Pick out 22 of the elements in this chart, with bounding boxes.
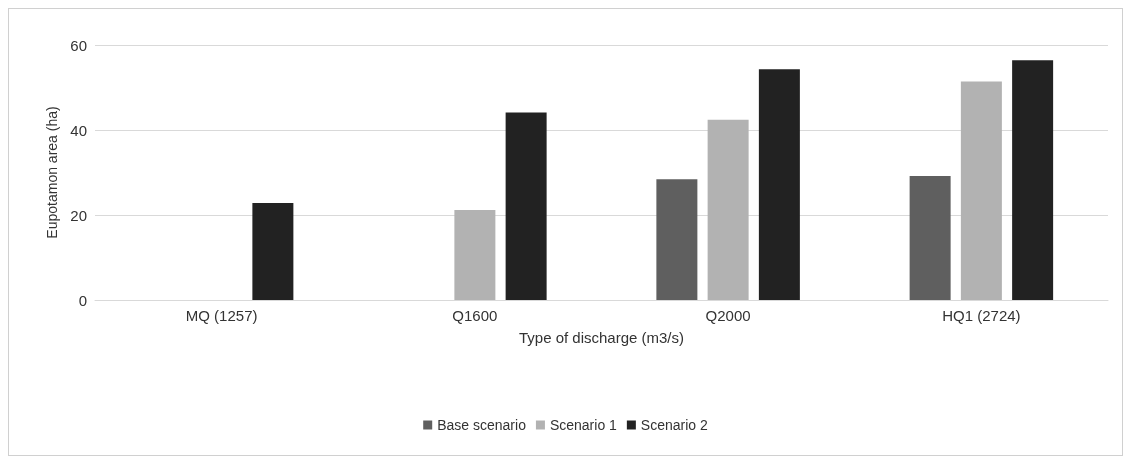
bar [909,175,951,300]
bar [1012,60,1054,300]
bar [758,69,800,300]
y-tick-label: 20 [70,206,87,224]
legend-label: Scenario 1 [549,417,618,433]
bar [707,119,749,300]
bar [656,179,698,300]
x-axis-title: Type of discharge (m3/s) [518,329,685,346]
x-tick-label: Q1600 [452,307,498,324]
x-tick-label: Q2000 [705,307,751,324]
y-tick-label: 60 [70,36,87,54]
bar [505,112,547,300]
bar [454,209,496,300]
bar [960,81,1002,300]
legend-label: Base scenario [437,417,527,433]
x-tick-label: HQ1 (2724) [942,307,1021,324]
bar [252,203,294,300]
y-tick-label: 40 [70,121,87,139]
x-tick-label: MQ (1257) [185,307,258,324]
y-tick-label: 0 [78,291,87,309]
y-axis-title: Eupotamon area (ha) [44,106,61,239]
legend-label: Scenario 2 [640,417,708,433]
